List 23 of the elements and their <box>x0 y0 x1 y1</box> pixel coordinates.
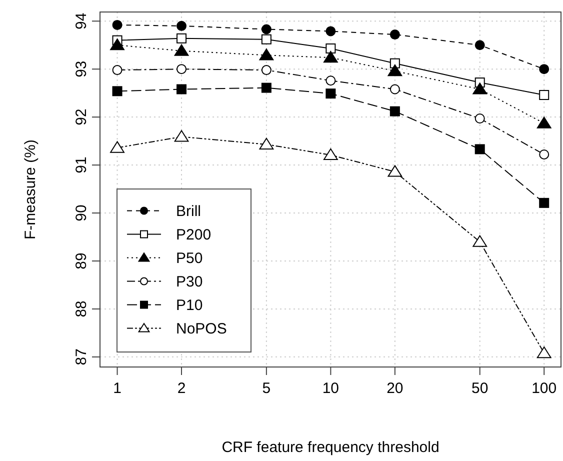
y-tick-label: 92 <box>73 108 90 126</box>
y-tick-label: 91 <box>73 156 90 174</box>
x-tick-label: 2 <box>177 380 186 397</box>
y-tick-label: 89 <box>73 252 90 270</box>
y-tick-label: 88 <box>73 300 90 318</box>
x-tick-label: 5 <box>262 380 271 397</box>
legend-label: P10 <box>176 297 203 314</box>
x-tick-label: 10 <box>322 380 340 397</box>
x-tick-label: 50 <box>472 380 488 397</box>
x-tick-label: 100 <box>532 380 557 397</box>
x-tick-label: 20 <box>386 380 404 397</box>
legend-label: P200 <box>176 226 212 244</box>
x-tick-label: 1 <box>113 380 122 397</box>
legend-label: NoPOS <box>176 320 227 338</box>
y-tick-label: 87 <box>73 348 90 366</box>
y-tick-label: 93 <box>73 60 90 78</box>
y-tick-label: 90 <box>73 204 90 222</box>
y-axis-title: F-measure (%) <box>22 139 39 240</box>
legend-label: P50 <box>176 250 203 267</box>
y-tick-label: 94 <box>73 12 90 30</box>
legend-label: P30 <box>176 274 203 290</box>
x-axis-title: CRF feature frequency threshold <box>222 439 440 456</box>
legend-label: Brill <box>176 203 201 220</box>
